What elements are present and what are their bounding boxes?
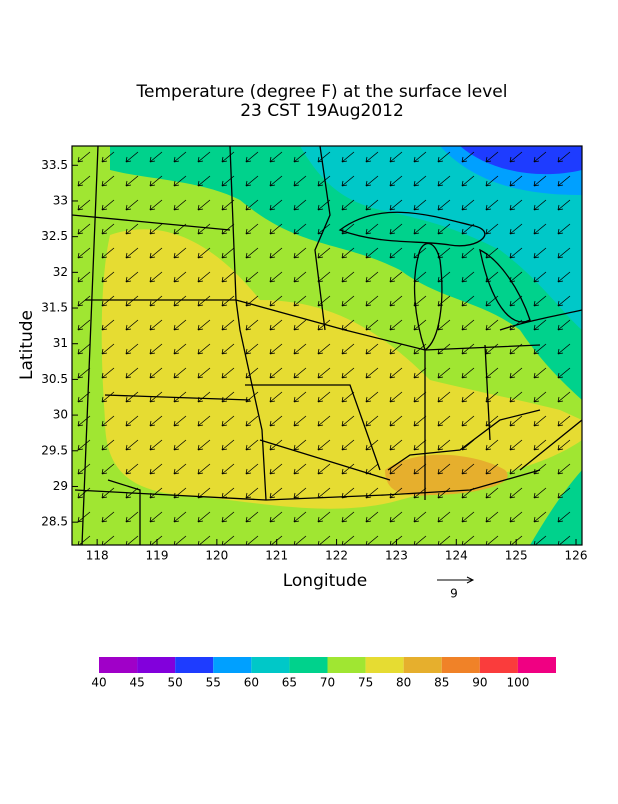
x-tick-label: 122 xyxy=(325,549,348,563)
colorbar-box xyxy=(517,657,556,673)
y-tick-label: 33 xyxy=(53,193,68,207)
colorbar-box xyxy=(213,657,252,673)
colorbar-label: 45 xyxy=(129,676,144,690)
colorbar-box xyxy=(479,657,518,673)
map xyxy=(72,146,582,545)
colorbar-label: 85 xyxy=(434,676,449,690)
reference-vector: 9 xyxy=(450,587,458,601)
colorbar-label: 90 xyxy=(472,676,487,690)
colorbar-box xyxy=(289,657,328,673)
y-tick-label: 32 xyxy=(53,265,68,279)
y-tick-label: 31.5 xyxy=(41,301,68,315)
y-tick-label: 30 xyxy=(53,408,68,422)
title: Temperature (degree F) at the surface le… xyxy=(136,82,508,102)
y-tick-label: 31 xyxy=(53,336,68,350)
colorbar-box xyxy=(251,657,290,673)
colorbar-label: 40 xyxy=(91,676,106,690)
x-tick-label: 126 xyxy=(565,549,588,563)
x-tick-label: 124 xyxy=(445,549,468,563)
y-axis-label: Latitude xyxy=(17,310,37,380)
x-tick-label: 119 xyxy=(146,549,169,563)
colorbar-label: 65 xyxy=(282,676,297,690)
y-tick-label: 29 xyxy=(53,479,68,493)
colorbar-box xyxy=(441,657,480,673)
subtitle: 23 CST 19Aug2012 xyxy=(240,101,404,121)
colorbar-label: 80 xyxy=(396,676,411,690)
x-tick-label: 123 xyxy=(385,549,408,563)
colorbar-label: 55 xyxy=(206,676,221,690)
colorbar-box xyxy=(137,657,176,673)
plot-frame xyxy=(71,145,583,546)
colorbar-label: 50 xyxy=(168,676,183,690)
x-tick-label: 125 xyxy=(505,549,528,563)
colorbar-box xyxy=(99,657,138,673)
x-tick-label: 120 xyxy=(205,549,228,563)
colorbar-label: 75 xyxy=(358,676,373,690)
y-tick-label: 30.5 xyxy=(41,372,68,386)
y-tick-label: 29.5 xyxy=(41,443,68,457)
colorbar-box xyxy=(365,657,404,673)
reference-arrow xyxy=(437,576,475,584)
y-tick-label: 32.5 xyxy=(41,229,68,243)
colorbar-label: 100 xyxy=(506,676,529,690)
wind-vectors xyxy=(72,146,582,545)
y-tick-label: 28.5 xyxy=(41,515,68,529)
colorbar-box xyxy=(175,657,214,673)
y-tick-label: 33.5 xyxy=(41,158,68,172)
colorbar-label: 60 xyxy=(244,676,259,690)
x-tick-label: 121 xyxy=(265,549,288,563)
colorbar-box xyxy=(403,657,442,673)
colorbar-box xyxy=(327,657,366,673)
x-tick-label: 118 xyxy=(86,549,109,563)
x-axis-label: Longitude xyxy=(283,571,368,591)
colorbar-label: 70 xyxy=(320,676,335,690)
